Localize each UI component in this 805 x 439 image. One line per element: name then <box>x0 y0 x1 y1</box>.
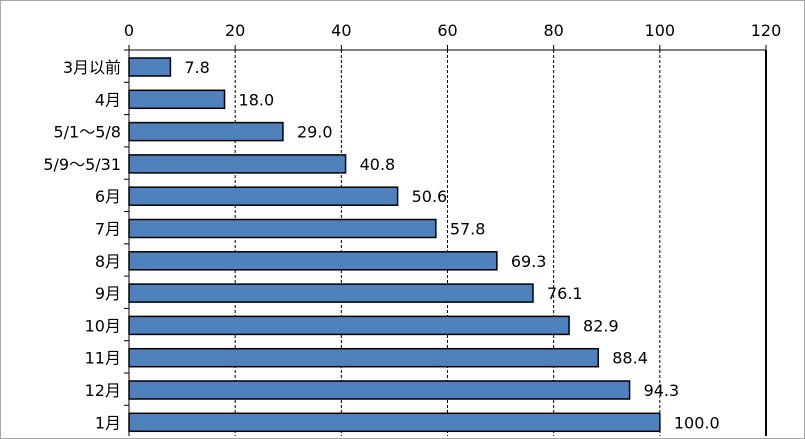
x-tick-label: 40 <box>331 21 351 40</box>
bar <box>128 251 498 271</box>
x-tick-label: 20 <box>225 21 245 40</box>
category-label: 12月 <box>85 381 121 400</box>
bar <box>128 121 284 142</box>
bar <box>128 347 600 368</box>
bars <box>128 57 661 433</box>
data-label: 82.9 <box>583 316 619 335</box>
category-label: 3月以前 <box>63 58 121 77</box>
data-label: 50.6 <box>412 187 448 206</box>
category-label: 10月 <box>85 316 121 335</box>
category-label: 5/1〜5/8 <box>53 123 121 142</box>
bar <box>128 89 226 110</box>
data-label: 7.8 <box>184 58 209 77</box>
category-label: 4月 <box>95 90 121 109</box>
data-label: 29.0 <box>297 123 333 142</box>
x-tick-label: 120 <box>751 21 782 40</box>
x-tick-label: 60 <box>437 21 457 40</box>
bar <box>128 218 437 239</box>
category-label: 5/9〜5/31 <box>43 155 121 174</box>
data-label: 18.0 <box>239 90 275 109</box>
category-label: 7月 <box>95 220 121 239</box>
bar <box>128 315 570 336</box>
category-label: 1月 <box>95 413 121 432</box>
bar <box>128 154 347 174</box>
category-label: 11月 <box>85 349 121 368</box>
bar <box>128 412 661 433</box>
data-label: 100.0 <box>674 413 720 432</box>
bar <box>128 283 534 303</box>
x-tick-labels: 0 20 40 60 80 100 120 <box>124 21 781 40</box>
category-label: 6月 <box>95 187 121 206</box>
bar <box>128 380 631 400</box>
category-label: 8月 <box>95 252 121 271</box>
data-labels: 7.8 18.0 29.0 40.8 50.657.8 69.376.182.9 88.4 9… <box>184 58 719 432</box>
axes <box>124 45 767 436</box>
data-label: 40.8 <box>360 155 396 174</box>
bar <box>128 186 399 206</box>
x-tick-label: 100 <box>645 21 676 40</box>
data-label: 88.4 <box>612 349 648 368</box>
data-label: 69.3 <box>511 252 547 271</box>
gridlines <box>234 50 661 436</box>
category-labels: 3月以前 4月 5/1〜5/8 5/9〜5/31 6月 7月 8月 9月 10月 11月 12月 1月 <box>43 58 121 432</box>
x-tick-label: 0 <box>124 21 134 40</box>
data-label: 76.1 <box>547 284 583 303</box>
bar <box>128 57 172 77</box>
category-label: 9月 <box>95 284 121 303</box>
data-label: 94.3 <box>644 381 680 400</box>
x-tick-label: 80 <box>543 21 563 40</box>
data-label: 57.8 <box>450 220 486 239</box>
